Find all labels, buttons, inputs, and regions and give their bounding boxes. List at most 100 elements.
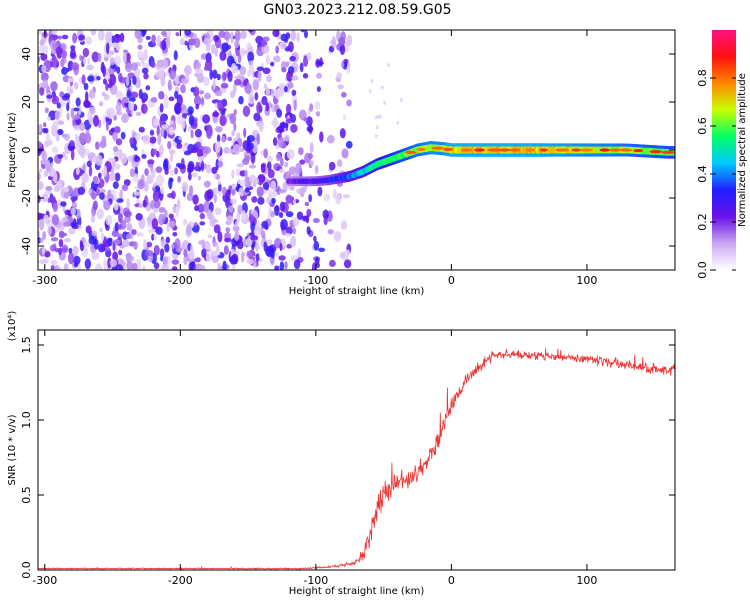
noise-blob <box>70 107 75 119</box>
noise-blob <box>141 154 147 159</box>
noise-blob <box>236 163 245 168</box>
noise-blob <box>91 192 97 200</box>
y-axis-multiplier: (x10⁴) <box>7 311 18 342</box>
noise-blob <box>58 238 64 248</box>
noise-blob <box>190 148 198 154</box>
noise-blob <box>63 221 71 227</box>
noise-blob <box>135 111 142 117</box>
noise-blob <box>98 30 105 41</box>
noise-blob <box>207 234 213 239</box>
noise-blob <box>126 90 132 99</box>
noise-blob <box>221 42 230 53</box>
noise-blob <box>156 124 160 137</box>
noise-blob <box>171 266 178 270</box>
noise-blob <box>217 262 221 270</box>
noise-blob <box>289 235 297 248</box>
noise-blob <box>50 259 58 266</box>
noise-blob <box>108 40 117 47</box>
noise-blob <box>42 231 47 240</box>
ridge-core <box>618 148 633 152</box>
noise-blob <box>200 160 204 172</box>
noise-blob <box>281 67 287 73</box>
ridge-core <box>609 148 622 152</box>
noise-blob <box>323 193 331 202</box>
noise-blob <box>291 75 299 81</box>
noise-blob <box>38 124 42 133</box>
noise-blob <box>71 224 79 230</box>
noise-blob <box>306 125 314 133</box>
noise-blob <box>271 197 276 204</box>
noise-blob <box>75 97 81 107</box>
noise-blob <box>266 239 273 245</box>
noise-blob <box>217 180 222 185</box>
noise-blob <box>274 88 282 100</box>
noise-blob <box>96 75 101 81</box>
noise-blob <box>232 82 237 94</box>
noise-blob <box>261 220 269 229</box>
noise-blob <box>190 129 194 139</box>
noise-blob <box>196 149 204 158</box>
noise-blob <box>146 216 152 225</box>
noise-blob <box>81 172 89 184</box>
noise-blob <box>399 98 403 103</box>
noise-blob <box>251 196 258 203</box>
noise-blob <box>220 82 229 89</box>
noise-blob <box>41 245 46 256</box>
noise-blob <box>285 226 293 235</box>
noise-blob <box>163 100 169 109</box>
noise-blob <box>132 75 137 85</box>
noise-blob <box>213 193 217 204</box>
noise-blob <box>203 146 211 155</box>
noise-blob <box>82 47 90 58</box>
ridge-core <box>416 147 427 151</box>
noise-blob <box>214 90 223 97</box>
noise-blob <box>162 159 168 171</box>
noise-blob <box>211 99 220 104</box>
noise-blob <box>174 238 181 250</box>
noise-blob <box>85 225 92 234</box>
noise-blob <box>116 66 121 74</box>
noise-blob <box>203 66 208 71</box>
noise-blob <box>130 91 139 99</box>
noise-blob <box>162 255 169 266</box>
noise-blob <box>159 103 164 113</box>
noise-blob <box>196 73 205 84</box>
noise-blob <box>240 30 247 40</box>
noise-blob <box>51 95 60 105</box>
noise-blob <box>47 197 51 203</box>
noise-blob <box>147 159 155 165</box>
noise-blob <box>300 30 305 33</box>
noise-blob <box>286 70 294 82</box>
noise-blob <box>45 133 51 142</box>
noise-blob <box>234 78 242 86</box>
noise-blob <box>88 89 96 100</box>
noise-blob <box>50 237 59 242</box>
noise-blob <box>232 225 240 232</box>
noise-blob <box>257 174 264 186</box>
noise-blob <box>160 58 169 70</box>
noise-blob <box>182 144 188 153</box>
x-tick-label: -100 <box>303 574 328 587</box>
y-tick-label: 40 <box>20 47 33 61</box>
noise-blob <box>98 101 104 107</box>
x-tick-label: -100 <box>303 274 328 287</box>
noise-blob <box>95 141 100 150</box>
noise-blob <box>230 31 235 44</box>
noise-blob <box>127 155 134 162</box>
noise-blob <box>253 177 260 185</box>
noise-blob <box>73 255 81 265</box>
noise-blob <box>51 55 58 68</box>
noise-blob <box>43 214 50 224</box>
noise-blob <box>79 54 83 61</box>
noise-blob <box>125 252 132 263</box>
noise-blob <box>43 122 47 128</box>
noise-blob <box>160 77 166 87</box>
noise-blob <box>84 258 92 270</box>
noise-blob <box>240 251 245 263</box>
noise-blob <box>90 215 96 223</box>
ridge-core <box>509 148 521 152</box>
noise-blob <box>278 189 286 194</box>
noise-blob <box>187 160 195 173</box>
noise-blob <box>270 180 277 191</box>
